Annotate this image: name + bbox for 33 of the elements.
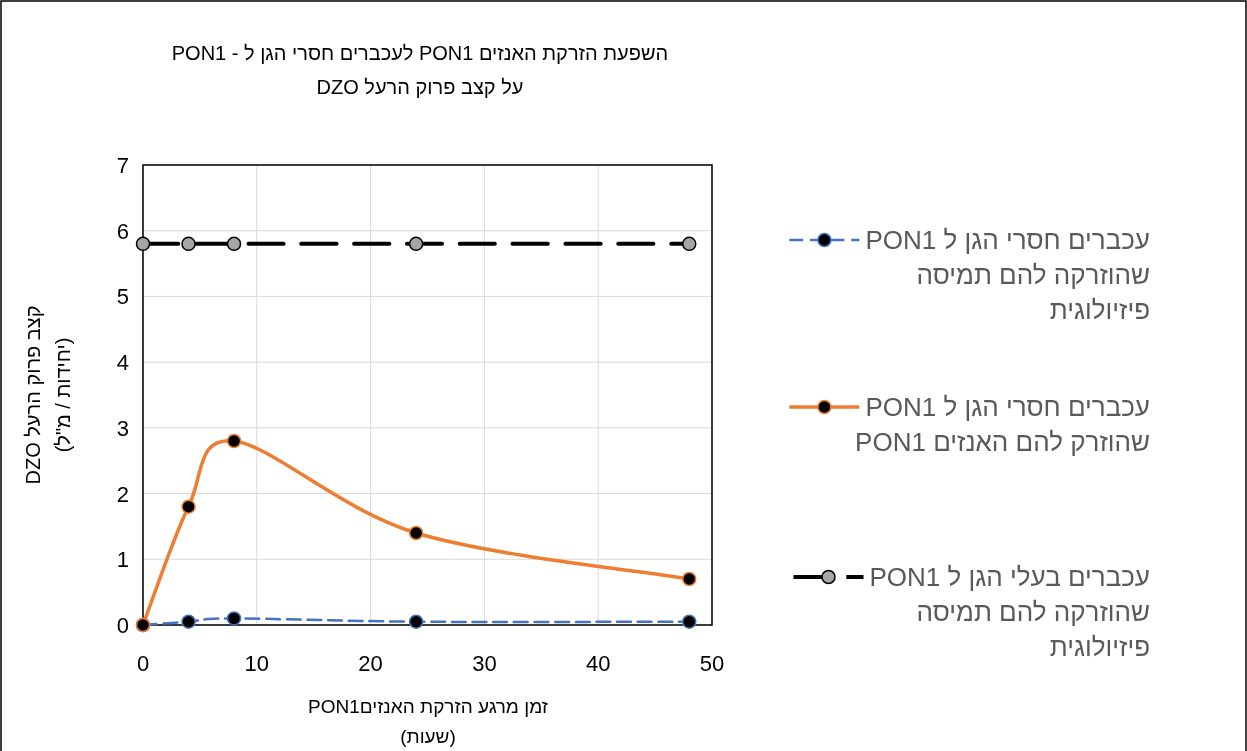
- y-tick-label: 6: [116, 218, 129, 244]
- point: [681, 236, 697, 252]
- y-tick-label: 7: [116, 153, 129, 178]
- y-axis-title: קצב פרוק הרעל DZO (יחידות / מ"ל): [22, 305, 74, 485]
- x-tick-label: 30: [472, 651, 497, 676]
- y-tick-label: 2: [116, 481, 129, 507]
- legend-label: עכברים בעלי הגן ל PON1 שהוזרקה להם תמיסה פיזיולוגית: [869, 562, 1150, 662]
- point: [226, 611, 242, 626]
- y-tick-label: 4: [116, 350, 129, 376]
- point: [181, 614, 196, 629]
- point: [681, 571, 697, 587]
- x-axis-title: זמן מרגע הזרקת האנזיםPON1 (שעות): [308, 696, 548, 747]
- legend-label: עכברים חסרי הגן ל PON1 שהוזרק להם האנזים PON1: [855, 392, 1150, 457]
- point: [408, 525, 424, 541]
- point: [408, 236, 424, 252]
- x-tick-label: 20: [358, 651, 383, 676]
- y-tick-label: 1: [116, 547, 129, 573]
- x-tick-label: 0: [136, 651, 150, 676]
- point: [181, 236, 196, 252]
- chart-title: השפעת הזרקת האנזים PON1 לעכברים חסרי הגן ל - PON1 על קצב פרוק הרעל DZO: [171, 42, 669, 98]
- y-tick-label: 3: [116, 415, 129, 441]
- point: [408, 614, 424, 629]
- x-tick-label: 10: [244, 651, 270, 676]
- y-tick-label: 5: [116, 284, 129, 310]
- point: [135, 236, 151, 252]
- y-tick-label: 0: [116, 613, 129, 638]
- x-tick-label: 40: [585, 651, 611, 676]
- x-tick-label: 50: [699, 651, 725, 676]
- point: [181, 499, 196, 514]
- point: [681, 614, 697, 629]
- point: [226, 236, 242, 252]
- legend-label: עכברים חסרי הגן ל PON1 שהוזרקה להם תמיסה פיזיולוגית: [865, 225, 1150, 325]
- point: [226, 433, 242, 449]
